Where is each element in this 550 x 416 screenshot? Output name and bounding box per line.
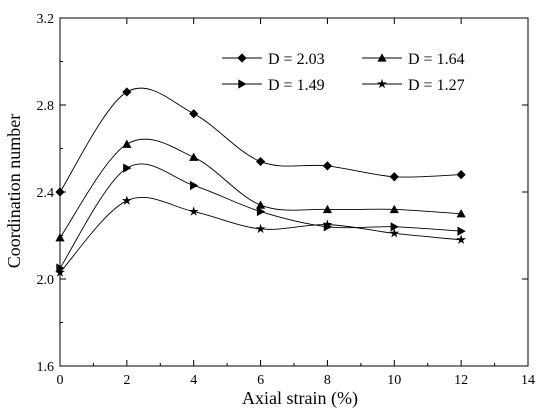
data-point-series-3 xyxy=(123,163,132,173)
y-tick-label: 2.8 xyxy=(37,99,55,114)
legend-marker xyxy=(377,53,387,62)
data-point-series-2 xyxy=(322,204,333,214)
data-point-series-3 xyxy=(190,180,199,191)
data-point-series-4 xyxy=(322,219,333,229)
data-point-series-1 xyxy=(189,109,199,119)
x-axis-title: Axial strain (%) xyxy=(242,388,358,409)
data-point-series-2 xyxy=(255,200,266,209)
y-tick-label: 1.6 xyxy=(37,360,55,375)
data-point-series-1 xyxy=(55,187,65,197)
data-point-series-1 xyxy=(322,161,333,171)
data-point-series-4 xyxy=(55,267,65,277)
data-point-series-4 xyxy=(255,223,266,234)
legend-marker xyxy=(238,79,247,89)
x-tick-label: 4 xyxy=(190,373,197,388)
data-point-series-2 xyxy=(456,209,466,218)
series-curves xyxy=(59,87,462,273)
data-point-series-1 xyxy=(122,87,132,97)
legend-marker xyxy=(377,78,387,89)
data-point-series-3 xyxy=(256,206,266,217)
legend-marker xyxy=(237,53,247,63)
y-tick-label: 2.4 xyxy=(37,186,55,201)
data-point-series-3 xyxy=(457,226,466,236)
legend-label: D = 1.27 xyxy=(408,77,465,94)
plot-frame xyxy=(59,17,529,367)
x-tick-label: 8 xyxy=(324,373,331,388)
x-tick-label: 14 xyxy=(521,373,535,388)
legend-label: D = 2.03 xyxy=(268,51,325,68)
x-tick-label: 0 xyxy=(57,373,64,388)
x-tick-label: 10 xyxy=(387,373,401,388)
data-point-series-3 xyxy=(390,222,399,232)
data-point-series-1 xyxy=(389,172,399,182)
data-point-series-2 xyxy=(189,152,199,161)
data-point-series-2 xyxy=(389,204,399,214)
data-point-series-2 xyxy=(122,139,132,148)
data-point-series-4 xyxy=(456,234,467,245)
series-line-2 xyxy=(59,138,462,238)
data-point-series-1 xyxy=(255,156,266,167)
legend-label: D = 1.49 xyxy=(268,77,325,94)
series-line-3 xyxy=(59,163,462,269)
data-point-series-1 xyxy=(456,170,466,180)
x-tick-label: 12 xyxy=(454,373,468,388)
plot-axes: 0 2 4 6 8 10 12 14 1.6 2.0 2.4 2.8 3.2 xyxy=(37,12,536,388)
x-tick-label: 2 xyxy=(123,373,130,388)
data-point-series-4 xyxy=(389,228,400,238)
data-point-series-3 xyxy=(56,263,65,273)
data-point-series-2 xyxy=(55,233,65,242)
series-line-1 xyxy=(59,87,462,193)
data-point-series-4 xyxy=(121,195,132,205)
y-axis-title: Coordination number xyxy=(4,114,24,268)
legend: D = 2.03 D = 1.64 D = 1.49 D = 1.27 xyxy=(222,51,465,94)
x-tick-label: 6 xyxy=(257,373,264,388)
y-tick-label: 2.0 xyxy=(37,273,55,288)
y-tick-label: 3.2 xyxy=(37,12,55,27)
data-point-series-4 xyxy=(188,206,199,216)
series-markers xyxy=(55,87,467,277)
legend-label: D = 1.64 xyxy=(408,51,465,68)
